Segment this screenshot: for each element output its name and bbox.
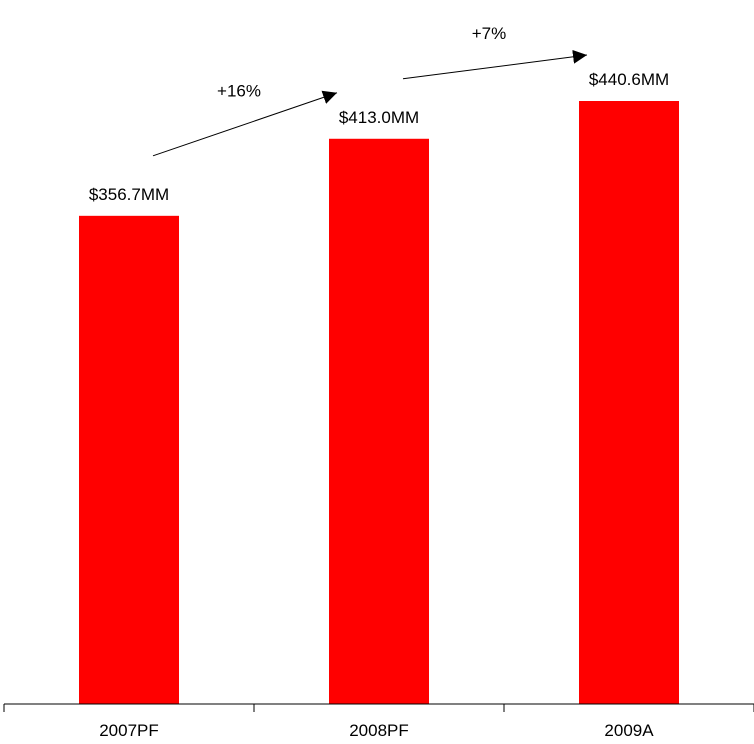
growth-label: +16% — [217, 81, 261, 100]
bars-layer — [79, 101, 679, 704]
growth-arrow — [152, 90, 338, 157]
bar-2008PF — [329, 138, 429, 704]
bar-2007PF — [79, 215, 179, 704]
data-label-2007PF: $356.7MM — [89, 185, 169, 204]
x-tick-label-2008PF: 2008PF — [349, 721, 409, 740]
growth-label: +7% — [472, 24, 507, 43]
x-tick-label-2007PF: 2007PF — [99, 721, 159, 740]
x-tick-label-2009A: 2009A — [604, 721, 654, 740]
growth-annotations: +16% +7% — [152, 24, 588, 157]
data-label-2009A: $440.6MM — [589, 70, 669, 89]
x-axis: 2007PF 2008PF 2009A — [3, 703, 754, 740]
bar-2009A — [579, 101, 679, 704]
growth-arrow — [402, 49, 588, 80]
data-label-2008PF: $413.0MM — [339, 108, 419, 127]
data-labels-layer: $356.7MM $413.0MM $440.6MM — [89, 70, 669, 204]
